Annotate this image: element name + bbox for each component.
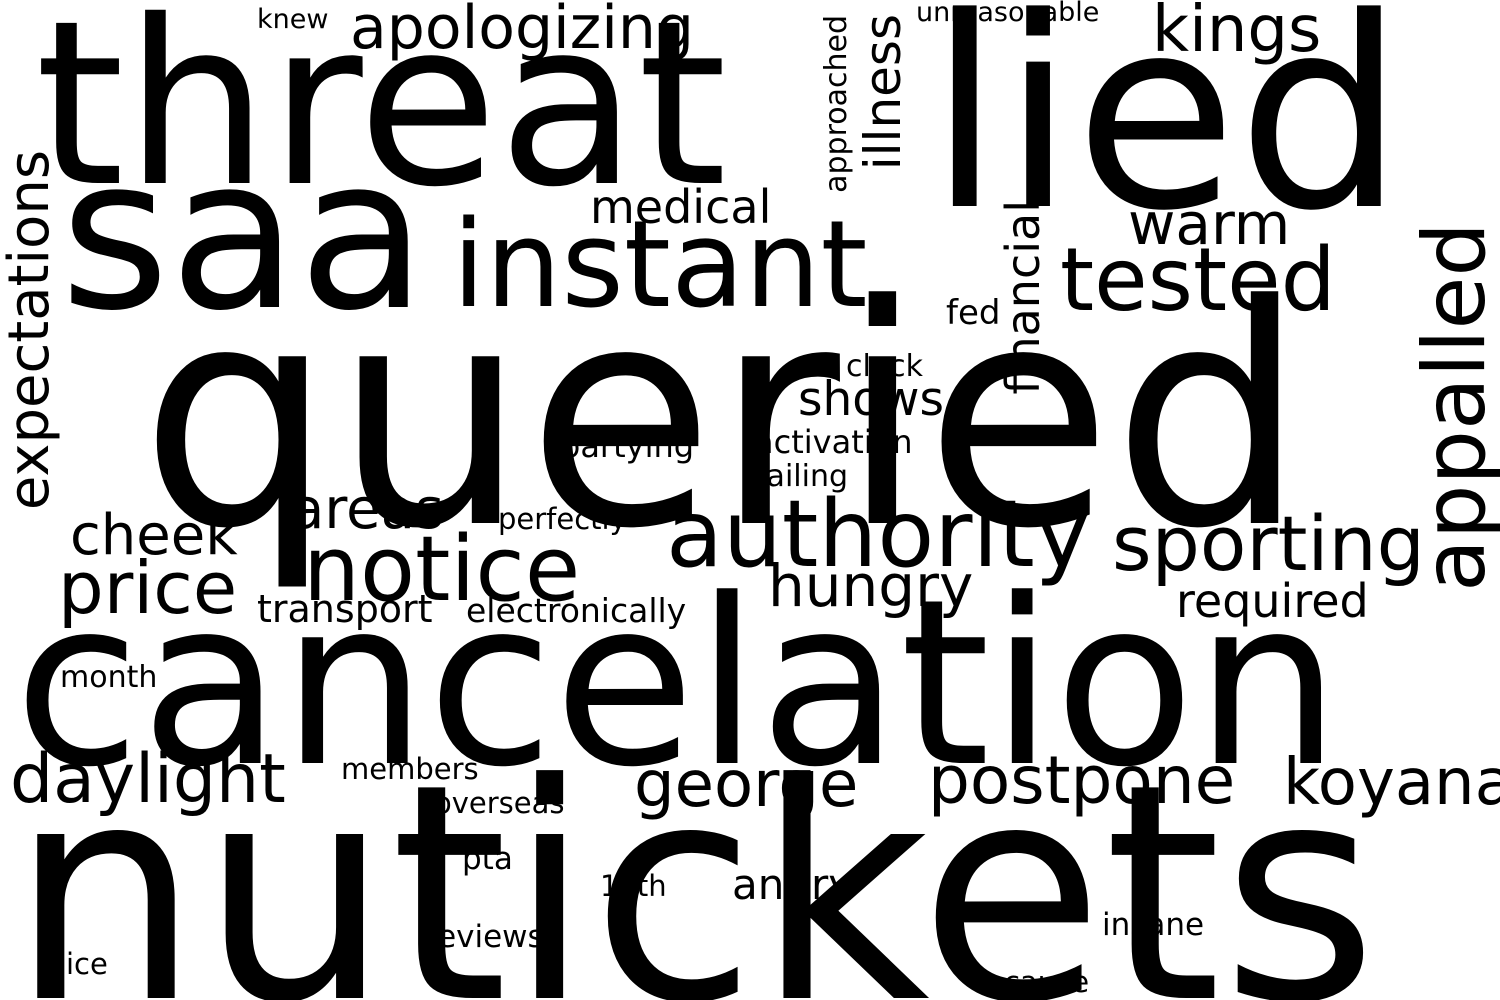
word-month: month [60, 660, 158, 695]
word-partying: partying [560, 427, 695, 465]
word-daylight: daylight [10, 740, 286, 819]
word-saa: saa [60, 112, 427, 357]
word-shows: shows [798, 372, 944, 427]
word-unreasonable: unreasonable [916, 0, 1100, 28]
word-threat: threat [35, 0, 728, 237]
word-failing: failing [756, 459, 849, 494]
word-kings: kings [1152, 0, 1322, 67]
word-activation: activation [754, 423, 913, 461]
word-price: price [58, 546, 238, 630]
word-sporting: sporting [1112, 499, 1425, 588]
word-authority: authority [666, 480, 1090, 588]
word-nutickets: nutickets [10, 720, 1378, 1000]
word-medical: medical [590, 180, 772, 234]
word-perfectly: perfectly [498, 502, 627, 536]
word-insane: insane [1102, 907, 1205, 943]
word-expectations: expectations [0, 150, 62, 511]
word-areas: areas [290, 477, 445, 542]
word-tested: tested [1060, 229, 1336, 331]
word-fed: fed [946, 293, 1001, 333]
word-knew: knew [257, 4, 329, 35]
word-angry: angry [732, 860, 854, 909]
word-14th: 14th [600, 869, 667, 903]
word-approached: approached [819, 15, 854, 193]
word-electronically: electronically [466, 591, 687, 630]
word-lied: lied [928, 0, 1405, 269]
word-pta: pta [462, 841, 513, 877]
word-overseas: overseas [434, 786, 565, 820]
word-illness: illness [854, 14, 912, 171]
word-cause: cause [1004, 965, 1090, 999]
word-required: required [1176, 574, 1369, 628]
word-reviews: reviews [425, 919, 544, 955]
word-hungry: hungry [768, 552, 974, 620]
word-queried: queried [140, 240, 1306, 595]
word-clock: clock [846, 349, 924, 384]
word-koyana: koyana [1283, 746, 1500, 820]
word-members: members [341, 752, 479, 786]
word-warm: warm [1128, 190, 1291, 258]
word-transport: transport [257, 587, 433, 631]
word-instant: instant [452, 196, 868, 335]
word-financial: financial [996, 200, 1050, 395]
word-notice: notice [303, 517, 581, 622]
word-postpone: postpone [928, 742, 1236, 819]
word-cancelation: cancelation [14, 551, 1341, 818]
word-george: george [634, 748, 859, 822]
word-apologizing: apologizing [350, 0, 694, 63]
word-cheek: cheek [70, 503, 238, 568]
word-ice: ice [66, 947, 108, 981]
